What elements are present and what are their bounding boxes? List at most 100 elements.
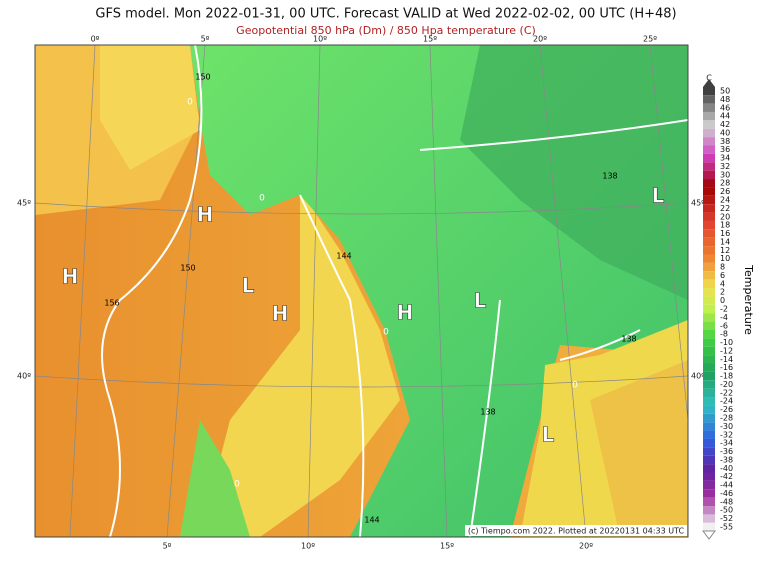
legend-swatch (703, 195, 715, 205)
legend-swatch (703, 405, 715, 414)
legend-swatch (703, 237, 715, 247)
low: L (242, 274, 255, 298)
legend-swatch (703, 262, 715, 272)
legend-swatch (703, 455, 715, 465)
legend-swatch (703, 371, 715, 381)
legend-swatch (703, 86, 715, 96)
legend-label: -32 (720, 430, 733, 439)
high: H (197, 203, 214, 227)
legend-swatch (703, 120, 715, 129)
isoline-label: 144 (336, 252, 351, 261)
legend-label: -20 (720, 380, 733, 389)
legend-swatch (703, 338, 715, 347)
legend-label: -10 (720, 338, 733, 347)
lon-label: 20º (579, 542, 593, 551)
region (460, 45, 688, 300)
legend-label: 0 (720, 296, 725, 305)
lon-label: 5º (201, 35, 210, 44)
legend-swatch (703, 254, 715, 263)
isoline-label: 150 (180, 264, 195, 273)
low: L (542, 423, 555, 447)
legend-swatch (703, 497, 715, 507)
legend-swatch (703, 447, 715, 456)
legend-swatch (703, 321, 715, 330)
legend-label: 2 (720, 288, 725, 297)
legend-swatch (703, 346, 715, 356)
legend-swatch (703, 506, 715, 515)
isoline-label: 138 (621, 335, 636, 344)
legend-label: -12 (720, 346, 733, 355)
legend-label: -38 (720, 455, 733, 464)
legend-swatch (703, 363, 715, 372)
legend-label: 38 (720, 137, 730, 146)
legend-label: 8 (720, 263, 725, 272)
legend-label: 24 (720, 196, 730, 205)
legend-label: -24 (720, 397, 733, 406)
subtitle: Geopotential 850 hPa (Dm) / 850 Hpa temp… (236, 24, 536, 37)
lat-label: 40º (17, 372, 31, 381)
legend-label: -34 (720, 439, 733, 448)
zero-label: 0 (383, 328, 389, 338)
legend-label: -48 (720, 497, 733, 506)
map-frame (34, 44, 689, 538)
legend-swatch (703, 397, 715, 406)
title: GFS model. Mon 2022-01-31, 00 UTC. Forec… (95, 7, 676, 22)
legend-swatch (703, 514, 715, 523)
zero-label: 0 (572, 381, 578, 391)
legend-label: 44 (720, 112, 730, 121)
zero-label: 0 (234, 480, 240, 490)
zero-label: 0 (259, 194, 265, 204)
lon-label: 0º (91, 35, 100, 44)
legend-label: 30 (720, 170, 730, 179)
legend-label: -22 (720, 388, 733, 397)
legend-swatch (703, 111, 715, 121)
legend-swatch (703, 145, 715, 154)
legend-swatch (703, 430, 715, 439)
isoline-label: 138 (602, 172, 617, 181)
legend-swatch (703, 204, 715, 213)
legend-swatch (703, 472, 715, 481)
legend-swatch (703, 128, 715, 138)
region (590, 360, 688, 537)
low: L (652, 184, 665, 208)
legend-label: 32 (720, 162, 730, 171)
legend-label: 14 (720, 237, 730, 246)
lon-label: 5º (163, 542, 172, 551)
lon-label: 10º (301, 542, 315, 551)
legend-swatch (703, 288, 715, 297)
legend-label: -26 (720, 405, 733, 414)
legend-swatch (703, 380, 715, 389)
legend-label: -6 (720, 321, 728, 330)
legend-label: 20 (720, 212, 730, 221)
legend-label: -40 (720, 464, 733, 473)
legend-swatch (703, 153, 715, 163)
legend-label: 28 (720, 179, 730, 188)
legend-swatch (703, 246, 715, 255)
isoline-label: 138 (480, 408, 495, 417)
legend-swatch (703, 179, 715, 188)
lon-label: 15º (423, 35, 437, 44)
legend-swatch (703, 212, 715, 221)
isoline-label: 144 (364, 516, 379, 525)
legend-label: 18 (720, 221, 730, 230)
high: H (62, 265, 79, 289)
legend-label: -8 (720, 330, 728, 339)
legend-label: 48 (720, 95, 730, 104)
legend-swatch (703, 137, 715, 146)
legend-label: -52 (720, 514, 733, 523)
zero-label: 0 (187, 98, 193, 108)
legend-label: 42 (720, 120, 730, 129)
legend-swatch (703, 229, 715, 238)
legend-label: -36 (720, 447, 733, 456)
legend-arrow (702, 530, 716, 540)
legend-swatch (703, 296, 715, 305)
legend-label: 4 (720, 279, 725, 288)
legend-unit: C (706, 74, 712, 83)
legend-swatch (703, 422, 715, 431)
region (200, 190, 400, 537)
lat-label: 45º (17, 199, 31, 208)
lat-label: 45º (691, 199, 705, 208)
legend-label: -44 (720, 481, 733, 490)
credit-bg (465, 525, 687, 536)
legend-label: 46 (720, 103, 730, 112)
